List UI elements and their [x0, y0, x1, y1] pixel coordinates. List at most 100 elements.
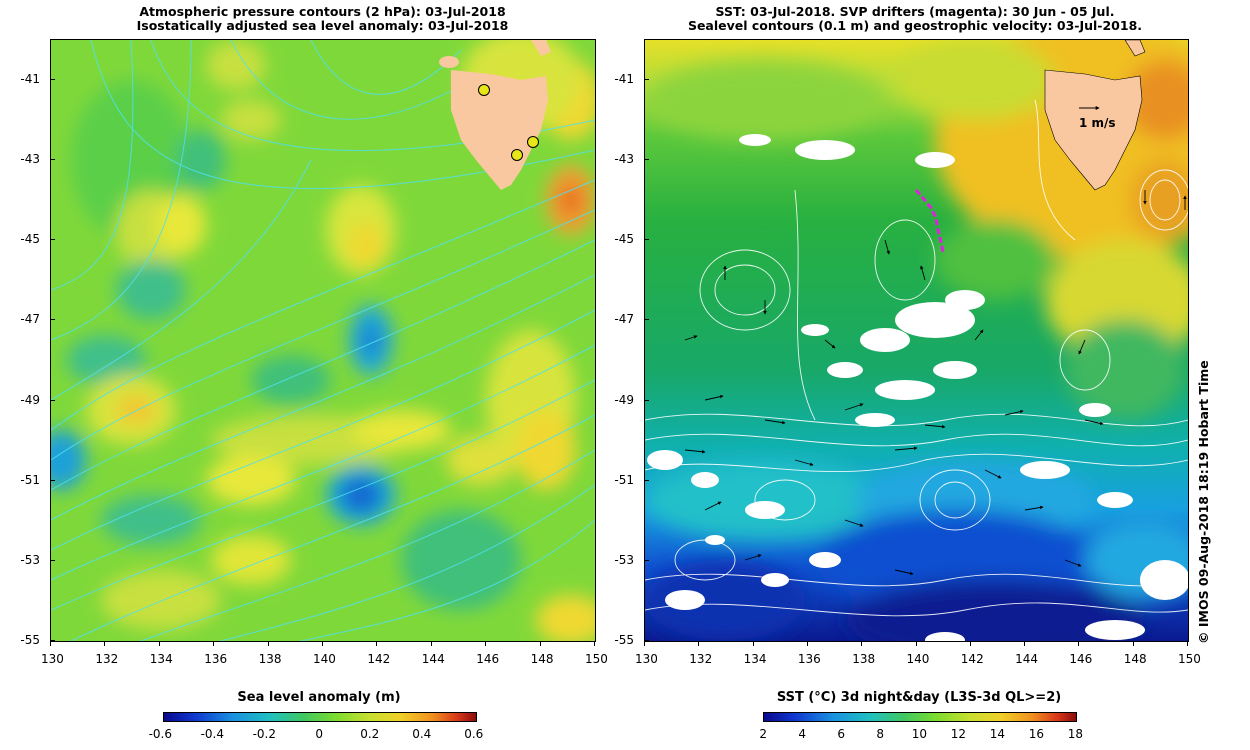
sla-colorbar-tick-label: -0.4 [200, 727, 225, 741]
right-y-tick-mark [644, 559, 649, 561]
right-y-tick-mark [644, 239, 649, 241]
right-x-tick-label: 134 [743, 652, 767, 666]
right-x-tick-mark [915, 641, 917, 646]
left-x-tick-mark [430, 641, 432, 646]
right-y-tick-mark [644, 319, 649, 321]
left-x-tick-label: 144 [421, 652, 445, 666]
right-y-tick-mark [644, 159, 649, 161]
right-x-tick-mark [861, 641, 863, 646]
left-y-tick-label: -49 [20, 392, 40, 407]
sea-level-anomaly-map[interactable] [50, 39, 596, 642]
left-x-tick-label: 150 [585, 652, 608, 666]
pressure-contours [51, 40, 595, 641]
left-x-tick-label: 132 [95, 652, 119, 666]
sealevel-contours [645, 99, 1188, 617]
right-y-tick-label: -53 [614, 552, 634, 567]
left-x-tick-mark [267, 641, 269, 646]
left-y-tick-label: -47 [20, 312, 40, 327]
cloud-mask [647, 134, 1188, 641]
right-x-tick-mark [1132, 641, 1134, 646]
left-title-line2: Isostatically adjusted sea level anomaly… [136, 18, 509, 33]
right-x-tick-mark [969, 641, 971, 646]
sla-colorbar-tick-label: 0.6 [464, 727, 484, 741]
left-x-tick-mark [158, 641, 160, 646]
right-y-tick-label: -55 [614, 633, 634, 647]
right-x-tick-mark [644, 641, 645, 646]
left-x-tick-label: 142 [367, 652, 391, 666]
left-y-tick-label: -55 [20, 633, 40, 647]
sst-colorbar-tick-label: 10 [911, 727, 928, 741]
left-x-tick-label: 140 [313, 652, 336, 666]
left-x-tick-mark [539, 641, 541, 646]
left-y-tick-mark [50, 239, 55, 241]
right-x-tick-label: 146 [1069, 652, 1093, 666]
right-x-tick-label: 150 [1178, 652, 1201, 666]
right-y-tick-label: -41 [614, 72, 634, 86]
left-y-tick-mark [50, 479, 55, 481]
left-y-tick-mark [50, 559, 55, 561]
sst-map-svg [645, 40, 1188, 641]
left-y-tick-mark [50, 79, 55, 80]
right-x-tick-label: 130 [635, 652, 658, 666]
left-x-tick-label: 136 [204, 652, 228, 666]
left-x-tick-mark [322, 641, 323, 646]
sla-colorbar-tick-label: 0.4 [412, 727, 432, 741]
left-x-tick-mark [594, 641, 595, 646]
left-x-tick-mark [50, 641, 51, 646]
sst-colorbar-tick-label: 6 [837, 727, 846, 741]
left-x-tick-label: 138 [258, 652, 282, 666]
left-x-tick-label: 148 [530, 652, 554, 666]
svp-drifter-track [914, 189, 945, 253]
right-x-tick-mark [698, 641, 700, 646]
right-y-tick-mark [644, 399, 649, 401]
sla-colorbar [163, 712, 477, 722]
left-y-tick-mark [50, 159, 55, 161]
left-x-tick-label: 130 [41, 652, 64, 666]
velocity-scale-label: 1 m/s [1079, 116, 1116, 130]
right-x-tick-mark [806, 641, 808, 646]
right-title-line1: SST: 03-Jul-2018. SVP drifters (magenta)… [715, 4, 1115, 19]
right-x-tick-mark [752, 641, 754, 646]
left-y-tick-label: -53 [20, 552, 40, 567]
sst-map[interactable]: 1 m/s [644, 39, 1189, 642]
right-x-tick-mark [1187, 641, 1188, 646]
left-x-tick-mark [376, 641, 378, 646]
sla-colorbar-tick-label: 0.2 [360, 727, 380, 741]
left-colorbar-title: Sea level anomaly (m) [237, 690, 401, 705]
imos-watermark: © IMOS 09-Aug-2018 18:19 Hobart Time [1196, 360, 1211, 644]
left-y-tick-mark [50, 399, 55, 401]
right-x-tick-mark [1024, 641, 1026, 646]
right-x-tick-label: 136 [797, 652, 821, 666]
tasmania-landmass-sst [1044, 40, 1146, 191]
right-y-tick-label: -47 [614, 312, 634, 327]
sst-colorbar-tick-label: 16 [1028, 727, 1045, 741]
sla-colorbar-tick-label: -0.6 [148, 727, 173, 741]
right-y-tick-mark [644, 479, 649, 481]
left-y-tick-label: -51 [20, 472, 40, 487]
tasmania-landmass [439, 40, 551, 190]
left-x-tick-mark [104, 641, 106, 646]
tide-gauges [478, 84, 539, 161]
sst-colorbar-tick-label: 8 [876, 727, 885, 741]
right-y-tick-label: -49 [614, 392, 634, 407]
left-y-tick-mark [50, 319, 55, 321]
left-x-tick-label: 134 [149, 652, 173, 666]
sla-map-svg [51, 40, 595, 641]
sst-colorbar [763, 712, 1077, 722]
right-title-line2: Sealevel contours (0.1 m) and geostrophi… [687, 18, 1143, 33]
sst-colorbar-tick-label: 4 [798, 727, 807, 741]
right-y-tick-label: -43 [614, 152, 634, 167]
right-colorbar-title: SST (°C) 3d night&day (L3S-3d QL>=2) [776, 690, 1062, 705]
sst-colorbar-tick-label: 14 [989, 727, 1006, 741]
right-x-tick-label: 132 [689, 652, 713, 666]
right-y-tick-mark [644, 640, 649, 641]
left-y-tick-label: -41 [20, 72, 40, 86]
right-y-tick-label: -51 [614, 472, 634, 487]
right-x-tick-label: 144 [1015, 652, 1038, 666]
left-y-tick-label: -45 [20, 232, 40, 247]
right-y-tick-mark [644, 79, 649, 80]
left-y-tick-mark [50, 640, 55, 641]
left-x-tick-mark [485, 641, 487, 646]
left-title-line1: Atmospheric pressure contours (2 hPa): 0… [139, 4, 506, 19]
right-x-tick-mark [1078, 641, 1080, 646]
